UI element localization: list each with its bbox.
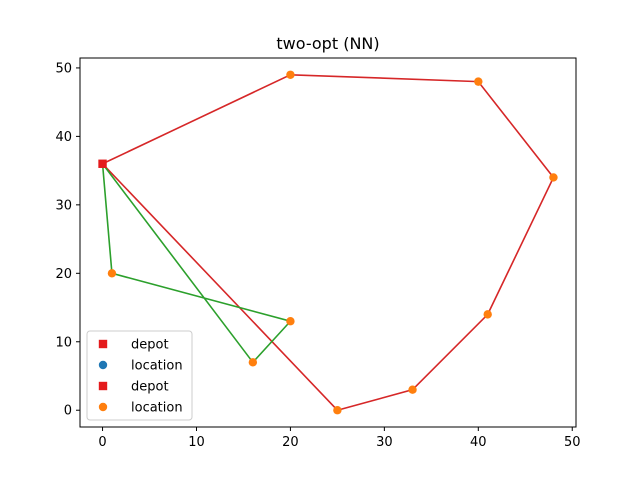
depot-point [98,159,107,168]
legend-box [86,330,193,421]
location-point [408,385,417,394]
chart-title: two-opt (NN) [276,34,379,53]
legend-label: location [131,359,183,374]
y-tick-label: 50 [55,61,72,76]
legend-marker-location [98,402,108,412]
location-point [474,77,483,86]
legend-label: depot [131,338,169,353]
y-tick-label: 10 [55,335,72,350]
legend-label: depot [131,380,169,395]
axes-frame [79,57,577,428]
legend-marker-location [98,360,108,370]
y-tick-label: 30 [55,198,72,213]
legend: depot location depot location [86,330,193,421]
x-tick-label: 10 [188,435,205,450]
location-point [248,358,258,367]
route-line-1 [101,73,555,412]
location-point [549,173,558,182]
ticks-layer: 0 10 20 30 40 50 0 10 20 30 40 50 [55,61,580,450]
y-tick-label: 0 [64,404,72,419]
y-tick-label: 40 [55,130,72,145]
x-tick-label: 50 [564,435,581,450]
points-layer [98,70,558,415]
legend-label: location [131,401,183,416]
location-point [107,269,117,278]
x-tick-label: 30 [376,435,393,450]
location-point [483,310,492,319]
legend-marker-depot [98,381,108,391]
location-point [333,406,342,415]
legend-marker-depot [98,339,108,349]
x-tick-label: 0 [98,435,106,450]
x-tick-label: 40 [470,435,487,450]
location-point [286,70,295,79]
x-tick-label: 20 [282,435,299,450]
y-tick-label: 20 [55,267,72,282]
location-point [286,317,295,326]
